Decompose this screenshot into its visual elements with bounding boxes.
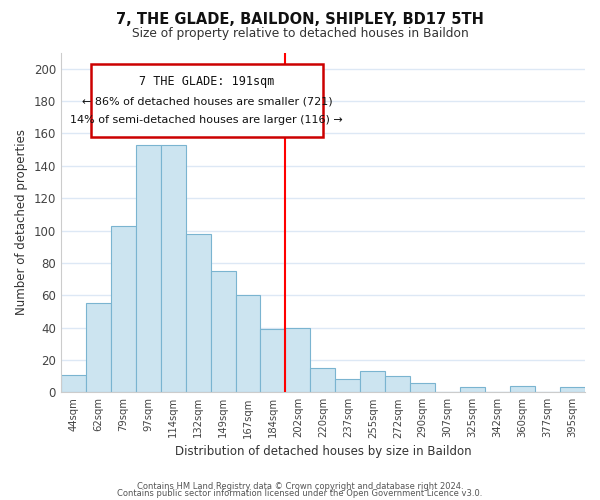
Text: 7 THE GLADE: 191sqm: 7 THE GLADE: 191sqm [139,75,275,88]
Text: Contains HM Land Registry data © Crown copyright and database right 2024.: Contains HM Land Registry data © Crown c… [137,482,463,491]
Y-axis label: Number of detached properties: Number of detached properties [15,130,28,316]
Bar [211,271,236,392]
Text: ← 86% of detached houses are smaller (721): ← 86% of detached houses are smaller (72… [82,96,332,106]
Bar [111,226,136,392]
Bar [185,234,211,392]
FancyBboxPatch shape [91,64,323,136]
Bar [61,374,86,392]
Bar [86,304,111,392]
Bar [335,380,361,392]
Text: Size of property relative to detached houses in Baildon: Size of property relative to detached ho… [131,28,469,40]
Bar [260,329,286,392]
Bar [136,144,161,392]
Bar [385,376,410,392]
Text: 7, THE GLADE, BAILDON, SHIPLEY, BD17 5TH: 7, THE GLADE, BAILDON, SHIPLEY, BD17 5TH [116,12,484,28]
Bar [236,295,260,392]
Bar [310,368,335,392]
Bar [161,144,185,392]
Bar [410,382,435,392]
Bar [460,388,485,392]
Bar [286,328,310,392]
Text: Contains public sector information licensed under the Open Government Licence v3: Contains public sector information licen… [118,489,482,498]
Bar [560,388,585,392]
Bar [361,372,385,392]
Bar [510,386,535,392]
X-axis label: Distribution of detached houses by size in Baildon: Distribution of detached houses by size … [175,444,471,458]
Text: 14% of semi-detached houses are larger (116) →: 14% of semi-detached houses are larger (… [70,116,343,126]
